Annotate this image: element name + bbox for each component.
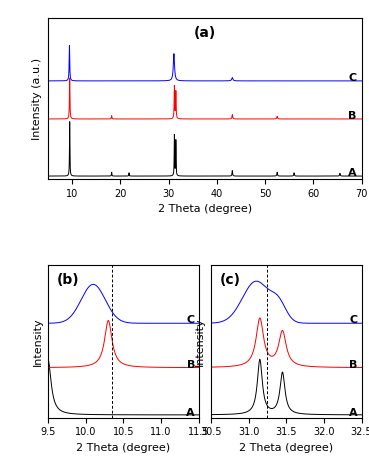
Text: B: B — [187, 360, 195, 370]
Text: (a): (a) — [194, 26, 216, 40]
Y-axis label: Intensity: Intensity — [32, 317, 42, 366]
X-axis label: 2 Theta (degree): 2 Theta (degree) — [76, 443, 170, 453]
Text: (b): (b) — [57, 273, 80, 286]
X-axis label: 2 Theta (degree): 2 Theta (degree) — [239, 443, 333, 453]
Text: C: C — [349, 73, 357, 83]
Text: C: C — [350, 315, 358, 325]
Text: B: B — [349, 360, 358, 370]
X-axis label: 2 Theta (degree): 2 Theta (degree) — [158, 204, 252, 214]
Text: (c): (c) — [220, 273, 241, 286]
Text: A: A — [348, 168, 357, 179]
Text: A: A — [186, 408, 195, 418]
Text: A: A — [349, 408, 358, 418]
Text: B: B — [348, 111, 357, 121]
Text: C: C — [187, 315, 195, 325]
Y-axis label: Intensity (a.u.): Intensity (a.u.) — [32, 57, 42, 140]
Y-axis label: Intensity: Intensity — [195, 317, 205, 366]
